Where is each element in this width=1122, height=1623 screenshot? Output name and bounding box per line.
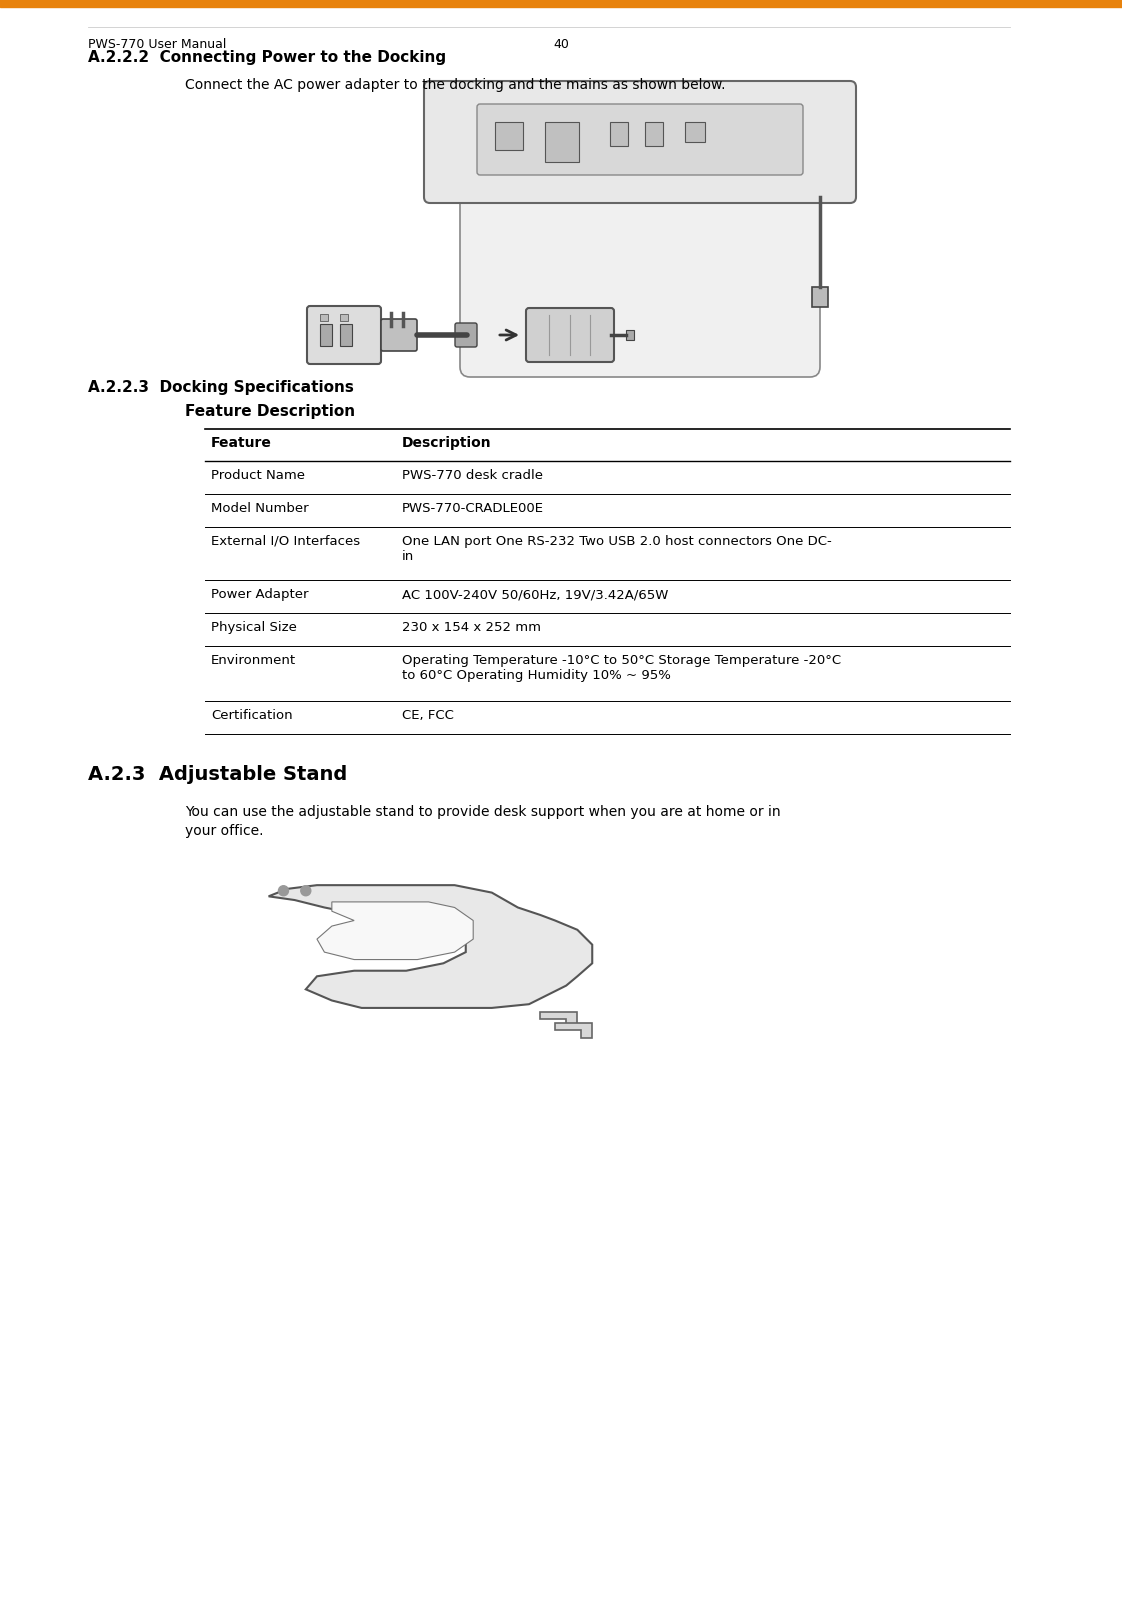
Text: A.2.2.3  Docking Specifications: A.2.2.3 Docking Specifications — [88, 380, 353, 394]
Text: Connect the AC power adapter to the docking and the mains as shown below.: Connect the AC power adapter to the dock… — [185, 78, 726, 93]
Polygon shape — [555, 1022, 592, 1039]
Bar — [545, 123, 579, 162]
Bar — [626, 331, 634, 341]
FancyBboxPatch shape — [424, 81, 856, 204]
Circle shape — [278, 886, 288, 896]
Text: 40: 40 — [553, 37, 569, 50]
Circle shape — [301, 886, 311, 896]
Polygon shape — [316, 902, 473, 959]
Text: Power Adapter: Power Adapter — [211, 588, 309, 601]
FancyBboxPatch shape — [456, 325, 477, 347]
FancyBboxPatch shape — [477, 105, 803, 175]
Text: PWS-770-CRADLE00E: PWS-770-CRADLE00E — [402, 502, 544, 514]
Text: PWS-770 User Manual: PWS-770 User Manual — [88, 37, 227, 50]
Bar — [686, 123, 705, 143]
FancyBboxPatch shape — [307, 307, 381, 365]
FancyBboxPatch shape — [460, 188, 820, 378]
Text: A.2.3  Adjustable Stand: A.2.3 Adjustable Stand — [88, 764, 347, 784]
Bar — [495, 123, 523, 151]
Text: Product Name: Product Name — [211, 469, 305, 482]
Text: You can use the adjustable stand to provide desk support when you are at home or: You can use the adjustable stand to prov… — [185, 805, 781, 837]
Text: One LAN port One RS-232 Two USB 2.0 host connectors One DC-
in: One LAN port One RS-232 Two USB 2.0 host… — [402, 534, 831, 563]
FancyBboxPatch shape — [526, 308, 614, 364]
Text: Environment: Environment — [211, 654, 296, 667]
Text: Description: Description — [402, 435, 491, 450]
Text: AC 100V-240V 50/60Hz, 19V/3.42A/65W: AC 100V-240V 50/60Hz, 19V/3.42A/65W — [402, 588, 669, 601]
FancyBboxPatch shape — [381, 320, 417, 352]
Text: A.2.2.2  Connecting Power to the Docking: A.2.2.2 Connecting Power to the Docking — [88, 50, 447, 65]
Bar — [812, 287, 828, 308]
Text: Model Number: Model Number — [211, 502, 309, 514]
Text: PWS-770 desk cradle: PWS-770 desk cradle — [402, 469, 543, 482]
Text: External I/O Interfaces: External I/O Interfaces — [211, 534, 360, 547]
Text: Operating Temperature -10°C to 50°C Storage Temperature -20°C
to 60°C Operating : Operating Temperature -10°C to 50°C Stor… — [402, 654, 842, 682]
Text: Feature Description: Feature Description — [185, 404, 356, 419]
Bar — [610, 123, 628, 148]
Text: CE, FCC: CE, FCC — [402, 709, 454, 722]
Text: Physical Size: Physical Size — [211, 620, 297, 633]
Text: 230 x 154 x 252 mm: 230 x 154 x 252 mm — [402, 620, 541, 633]
Bar — [320, 325, 332, 347]
Polygon shape — [540, 1013, 578, 1027]
Bar — [0, 0, 1122, 8]
Text: Certification: Certification — [211, 709, 293, 722]
Bar — [320, 315, 328, 321]
Bar — [340, 315, 348, 321]
Bar — [340, 325, 352, 347]
Polygon shape — [268, 886, 592, 1008]
Bar — [645, 123, 663, 148]
Text: Feature: Feature — [211, 435, 272, 450]
